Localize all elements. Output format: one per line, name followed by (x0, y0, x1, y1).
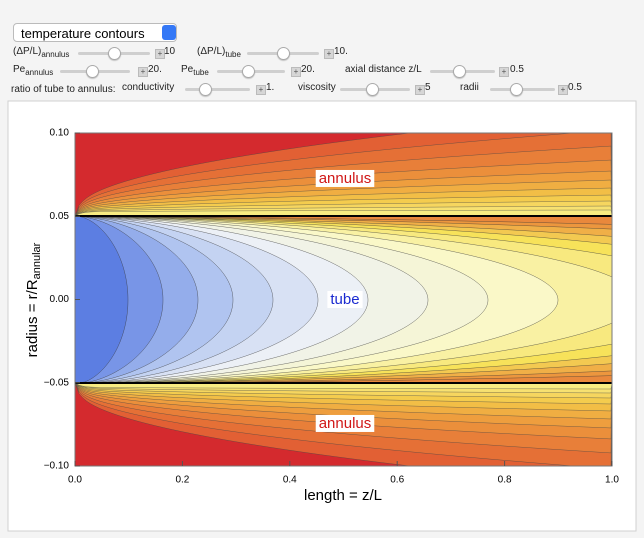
y-axis-label-sub: annular (31, 242, 43, 279)
label-text: viscosity (298, 82, 336, 93)
slider-label: axial distance z/L (345, 64, 422, 75)
y-tick-label: 0.05 (50, 211, 70, 222)
plus-button[interactable]: + (291, 67, 301, 77)
label-sub: tube (193, 68, 209, 77)
y-axis-label-text: radius = r/R (24, 279, 41, 357)
slider-knob[interactable] (85, 65, 99, 78)
plus-button[interactable]: + (138, 67, 148, 77)
label-sub: annulus (41, 50, 70, 59)
y-tick-label: 0.10 (50, 128, 70, 139)
dropdown[interactable]: temperature contours (13, 23, 177, 42)
slider-label: conductivity (122, 82, 174, 93)
y-tick-label: 0.00 (50, 294, 70, 305)
label-text: Pe (13, 64, 26, 75)
annotation-box (315, 414, 375, 432)
label-text: radii (460, 82, 479, 93)
x-tick-label: 0.8 (498, 475, 512, 486)
y-tick-label: −0.05 (44, 377, 70, 388)
slider-label: (ΔP/L)tube (197, 46, 241, 59)
slider-value: 0.5 (510, 64, 524, 75)
plus-button[interactable]: + (558, 85, 568, 95)
x-tick-label: 1.0 (605, 475, 619, 486)
dropdown-button[interactable] (162, 25, 176, 40)
x-tick-label: 0.0 (68, 475, 82, 486)
slider-knob[interactable] (198, 83, 212, 96)
annotation-box (315, 169, 375, 187)
x-axis-label: length = z/L (304, 487, 382, 504)
label-sub: annulus (25, 68, 54, 77)
label-text: (ΔP/L) (197, 46, 226, 57)
x-tick-label: 0.2 (175, 475, 189, 486)
slider-value: 1. (266, 82, 275, 93)
slider-label: Petube (181, 64, 209, 77)
y-axis-label: radius = r/Rannular (24, 242, 43, 357)
y-tick-label: −0.10 (44, 461, 70, 472)
plus-button[interactable]: + (155, 49, 165, 59)
slider-value: 20. (301, 64, 315, 75)
slider-track (185, 88, 250, 91)
slider-label: radii (460, 82, 479, 93)
tube-contour (75, 215, 129, 384)
slider-value: 20. (148, 64, 162, 75)
slider-knob[interactable] (108, 47, 121, 60)
label-text: (ΔP/L) (13, 46, 42, 57)
label-text: conductivity (122, 82, 175, 93)
plus-button[interactable]: + (256, 85, 266, 95)
slider-knob[interactable] (510, 83, 523, 96)
slider-knob[interactable] (453, 65, 467, 78)
slider-value: 10. (334, 46, 348, 57)
slider-value: 0.5 (568, 82, 582, 93)
x-tick-label: 0.6 (390, 475, 404, 486)
slider-label: Peannulus (13, 64, 53, 77)
annotation-box (327, 290, 363, 308)
annulus-contour (75, 209, 612, 217)
slider-knob[interactable] (241, 65, 255, 78)
plus-button[interactable]: + (499, 67, 509, 77)
slider-knob[interactable] (365, 83, 379, 96)
slider-value: 5 (425, 82, 431, 93)
annulus-contour (75, 382, 612, 390)
plus-button[interactable]: + (415, 85, 425, 95)
slider-label: viscosity (298, 82, 336, 93)
annotation: tube (330, 291, 359, 308)
slider-value: 10 (164, 46, 176, 57)
plus-button[interactable]: + (324, 49, 334, 59)
annotation: annulus (319, 170, 372, 187)
slider-label: (ΔP/L)annulus (13, 46, 69, 59)
x-tick-label: 0.4 (283, 475, 297, 486)
ratio-label: ratio of tube to annulus: (11, 84, 116, 95)
label-sub: tube (225, 50, 241, 59)
label-text: axial distance z/L (345, 64, 422, 75)
label-text: Pe (181, 64, 194, 75)
slider-knob[interactable] (277, 47, 290, 60)
annotation: annulus (319, 415, 372, 432)
